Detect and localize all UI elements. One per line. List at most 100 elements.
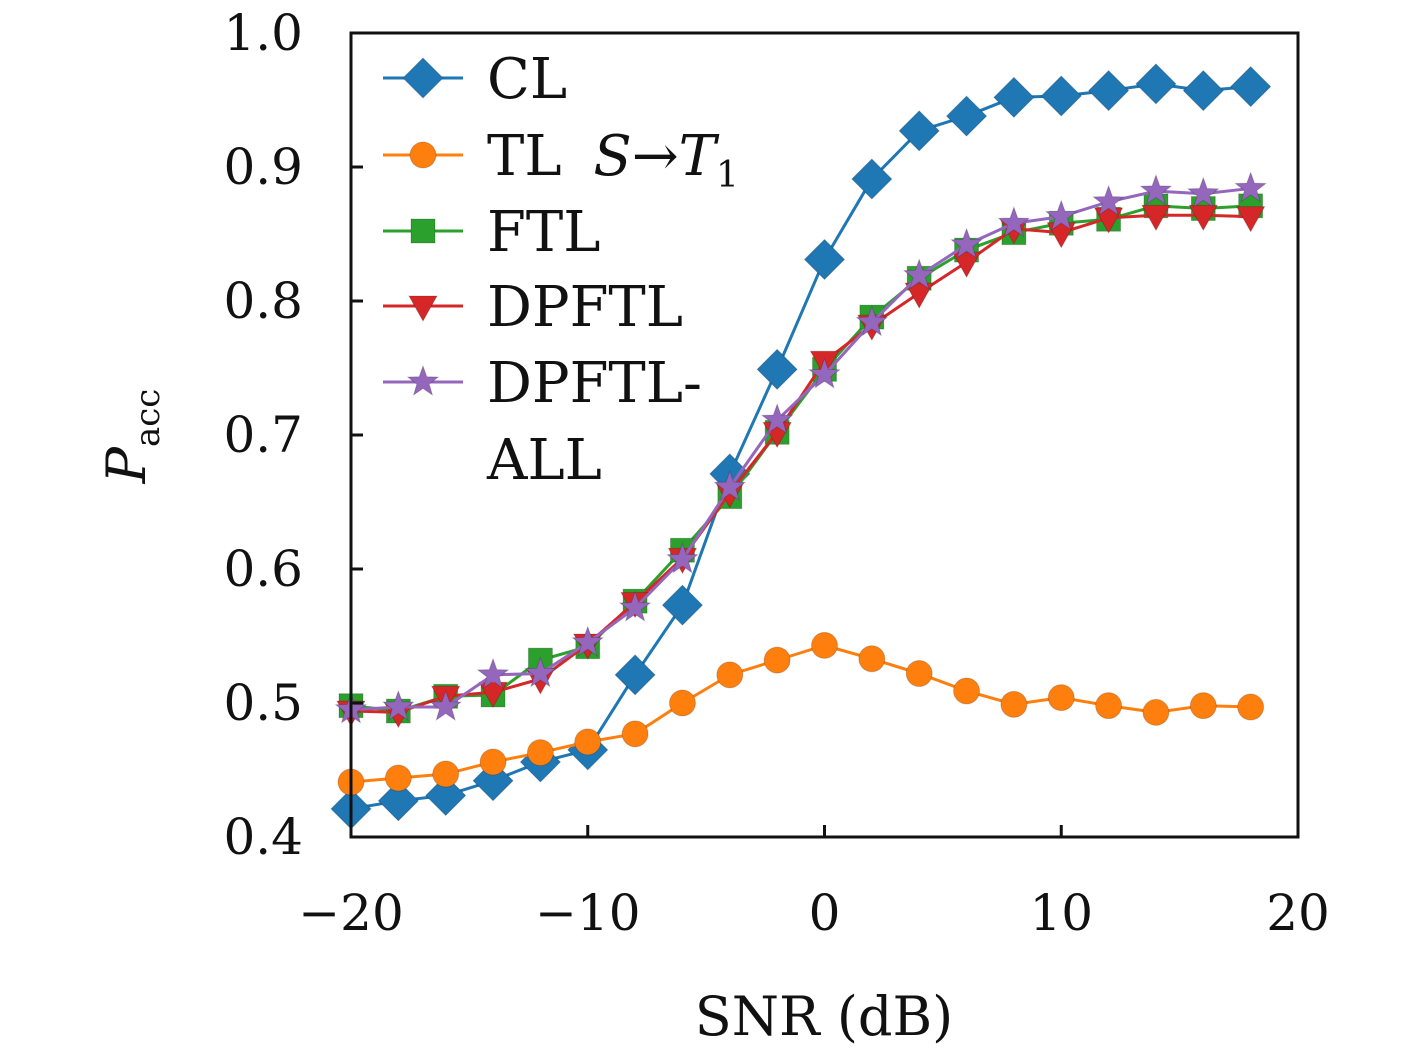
- data-point: [377, 780, 420, 822]
- data-point: [1087, 69, 1130, 112]
- data-point: [1235, 206, 1266, 233]
- data-point: [1095, 692, 1123, 720]
- data-point: [1142, 698, 1170, 726]
- data-point: [756, 348, 798, 391]
- plot-area: [330, 63, 1272, 830]
- y-axis-label-subscript: acc: [128, 389, 168, 447]
- data-point: [904, 282, 935, 309]
- data-point: [1186, 176, 1220, 208]
- data-point: [951, 251, 982, 279]
- data-point: [1234, 170, 1268, 203]
- series-0: [330, 63, 1272, 830]
- data-point: [807, 357, 842, 389]
- x-tick-label: 10: [1029, 884, 1093, 942]
- data-point: [479, 748, 507, 776]
- data-point: [526, 739, 554, 767]
- data-point: [1141, 204, 1171, 232]
- legend-marker: [406, 364, 440, 397]
- data-point: [763, 646, 791, 674]
- series-line-4: [350, 186, 1251, 712]
- x-tick-label: 20: [1266, 884, 1330, 942]
- data-point: [1000, 690, 1028, 718]
- y-tick-label: 0.9: [223, 138, 303, 196]
- legend-entry-1: TL S→T1: [383, 124, 739, 196]
- series-2: [338, 193, 1264, 724]
- data-point: [905, 660, 933, 688]
- legend-marker: [409, 141, 437, 169]
- data-point: [381, 689, 415, 722]
- x-tick-label: −10: [535, 884, 641, 942]
- series-line-3: [350, 213, 1251, 714]
- legend-label: DPFTL: [487, 275, 683, 340]
- y-tick-label: 0.6: [223, 540, 303, 598]
- y-tick-label: 0.5: [223, 674, 303, 732]
- data-point: [1229, 65, 1272, 108]
- data-point: [523, 656, 558, 688]
- y-tick-label: 0.7: [223, 406, 303, 464]
- data-point: [668, 689, 696, 717]
- y-axis-label-main: P: [95, 445, 158, 484]
- data-point: [1044, 199, 1078, 231]
- data-point: [614, 654, 656, 696]
- legend-label: TL S→T1: [487, 124, 739, 196]
- data-point: [1182, 69, 1225, 112]
- data-point: [858, 645, 886, 673]
- legend-entry-4: DPFTL-ALL: [383, 351, 702, 493]
- data-point: [851, 158, 893, 200]
- series-4: [334, 170, 1268, 724]
- data-point: [898, 110, 940, 152]
- x-tick-label: −20: [298, 884, 404, 942]
- data-point: [661, 584, 704, 626]
- data-point: [384, 764, 412, 792]
- data-point: [476, 657, 510, 690]
- data-point: [716, 661, 744, 689]
- data-point: [432, 760, 460, 788]
- data-point: [713, 469, 747, 502]
- data-point: [472, 760, 514, 802]
- x-tick-label: 0: [809, 884, 841, 942]
- data-point: [1237, 693, 1265, 721]
- legend-marker: [402, 57, 444, 99]
- legend-entry-2: FTL: [383, 200, 600, 265]
- data-point: [902, 258, 936, 290]
- data-point: [1047, 684, 1075, 712]
- data-point: [665, 542, 700, 574]
- series-1: [337, 631, 1265, 796]
- data-point: [855, 304, 889, 337]
- data-point: [953, 677, 981, 705]
- data-point: [949, 227, 984, 259]
- data-point: [993, 76, 1035, 119]
- data-point: [429, 689, 463, 722]
- data-point: [1188, 204, 1219, 232]
- y-tick-label: 1.0: [223, 4, 303, 62]
- series-line-2: [350, 204, 1251, 713]
- data-point: [621, 720, 649, 748]
- data-point: [1040, 75, 1082, 117]
- y-axis-label: Pacc: [95, 389, 168, 485]
- legend-label: CL: [487, 47, 567, 112]
- legend-entry-0: CL: [383, 47, 567, 112]
- legend-marker: [408, 295, 438, 323]
- data-point: [1091, 184, 1126, 216]
- data-point: [1135, 63, 1177, 105]
- legend-entry-3: DPFTL: [383, 275, 683, 340]
- data-point: [1189, 692, 1217, 720]
- data-point: [1139, 173, 1173, 206]
- data-point: [571, 625, 605, 657]
- legend-label: FTL: [487, 200, 600, 265]
- axes: −20 −10 0 10 20 0.4 0.5 0.6 0.7 0.8 0.9 1.0: [223, 4, 1329, 942]
- legend-label: DPFTL-ALL: [486, 351, 702, 493]
- x-axis-label: SNR (dB): [695, 985, 953, 1048]
- data-point: [811, 631, 838, 659]
- data-point: [803, 238, 846, 281]
- data-point: [997, 205, 1031, 238]
- data-point: [424, 774, 467, 817]
- series-3: [336, 204, 1266, 729]
- data-point: [945, 95, 988, 137]
- data-point: [760, 402, 794, 435]
- data-point: [478, 681, 508, 709]
- legend-marker: [410, 218, 436, 244]
- data-point: [574, 728, 602, 756]
